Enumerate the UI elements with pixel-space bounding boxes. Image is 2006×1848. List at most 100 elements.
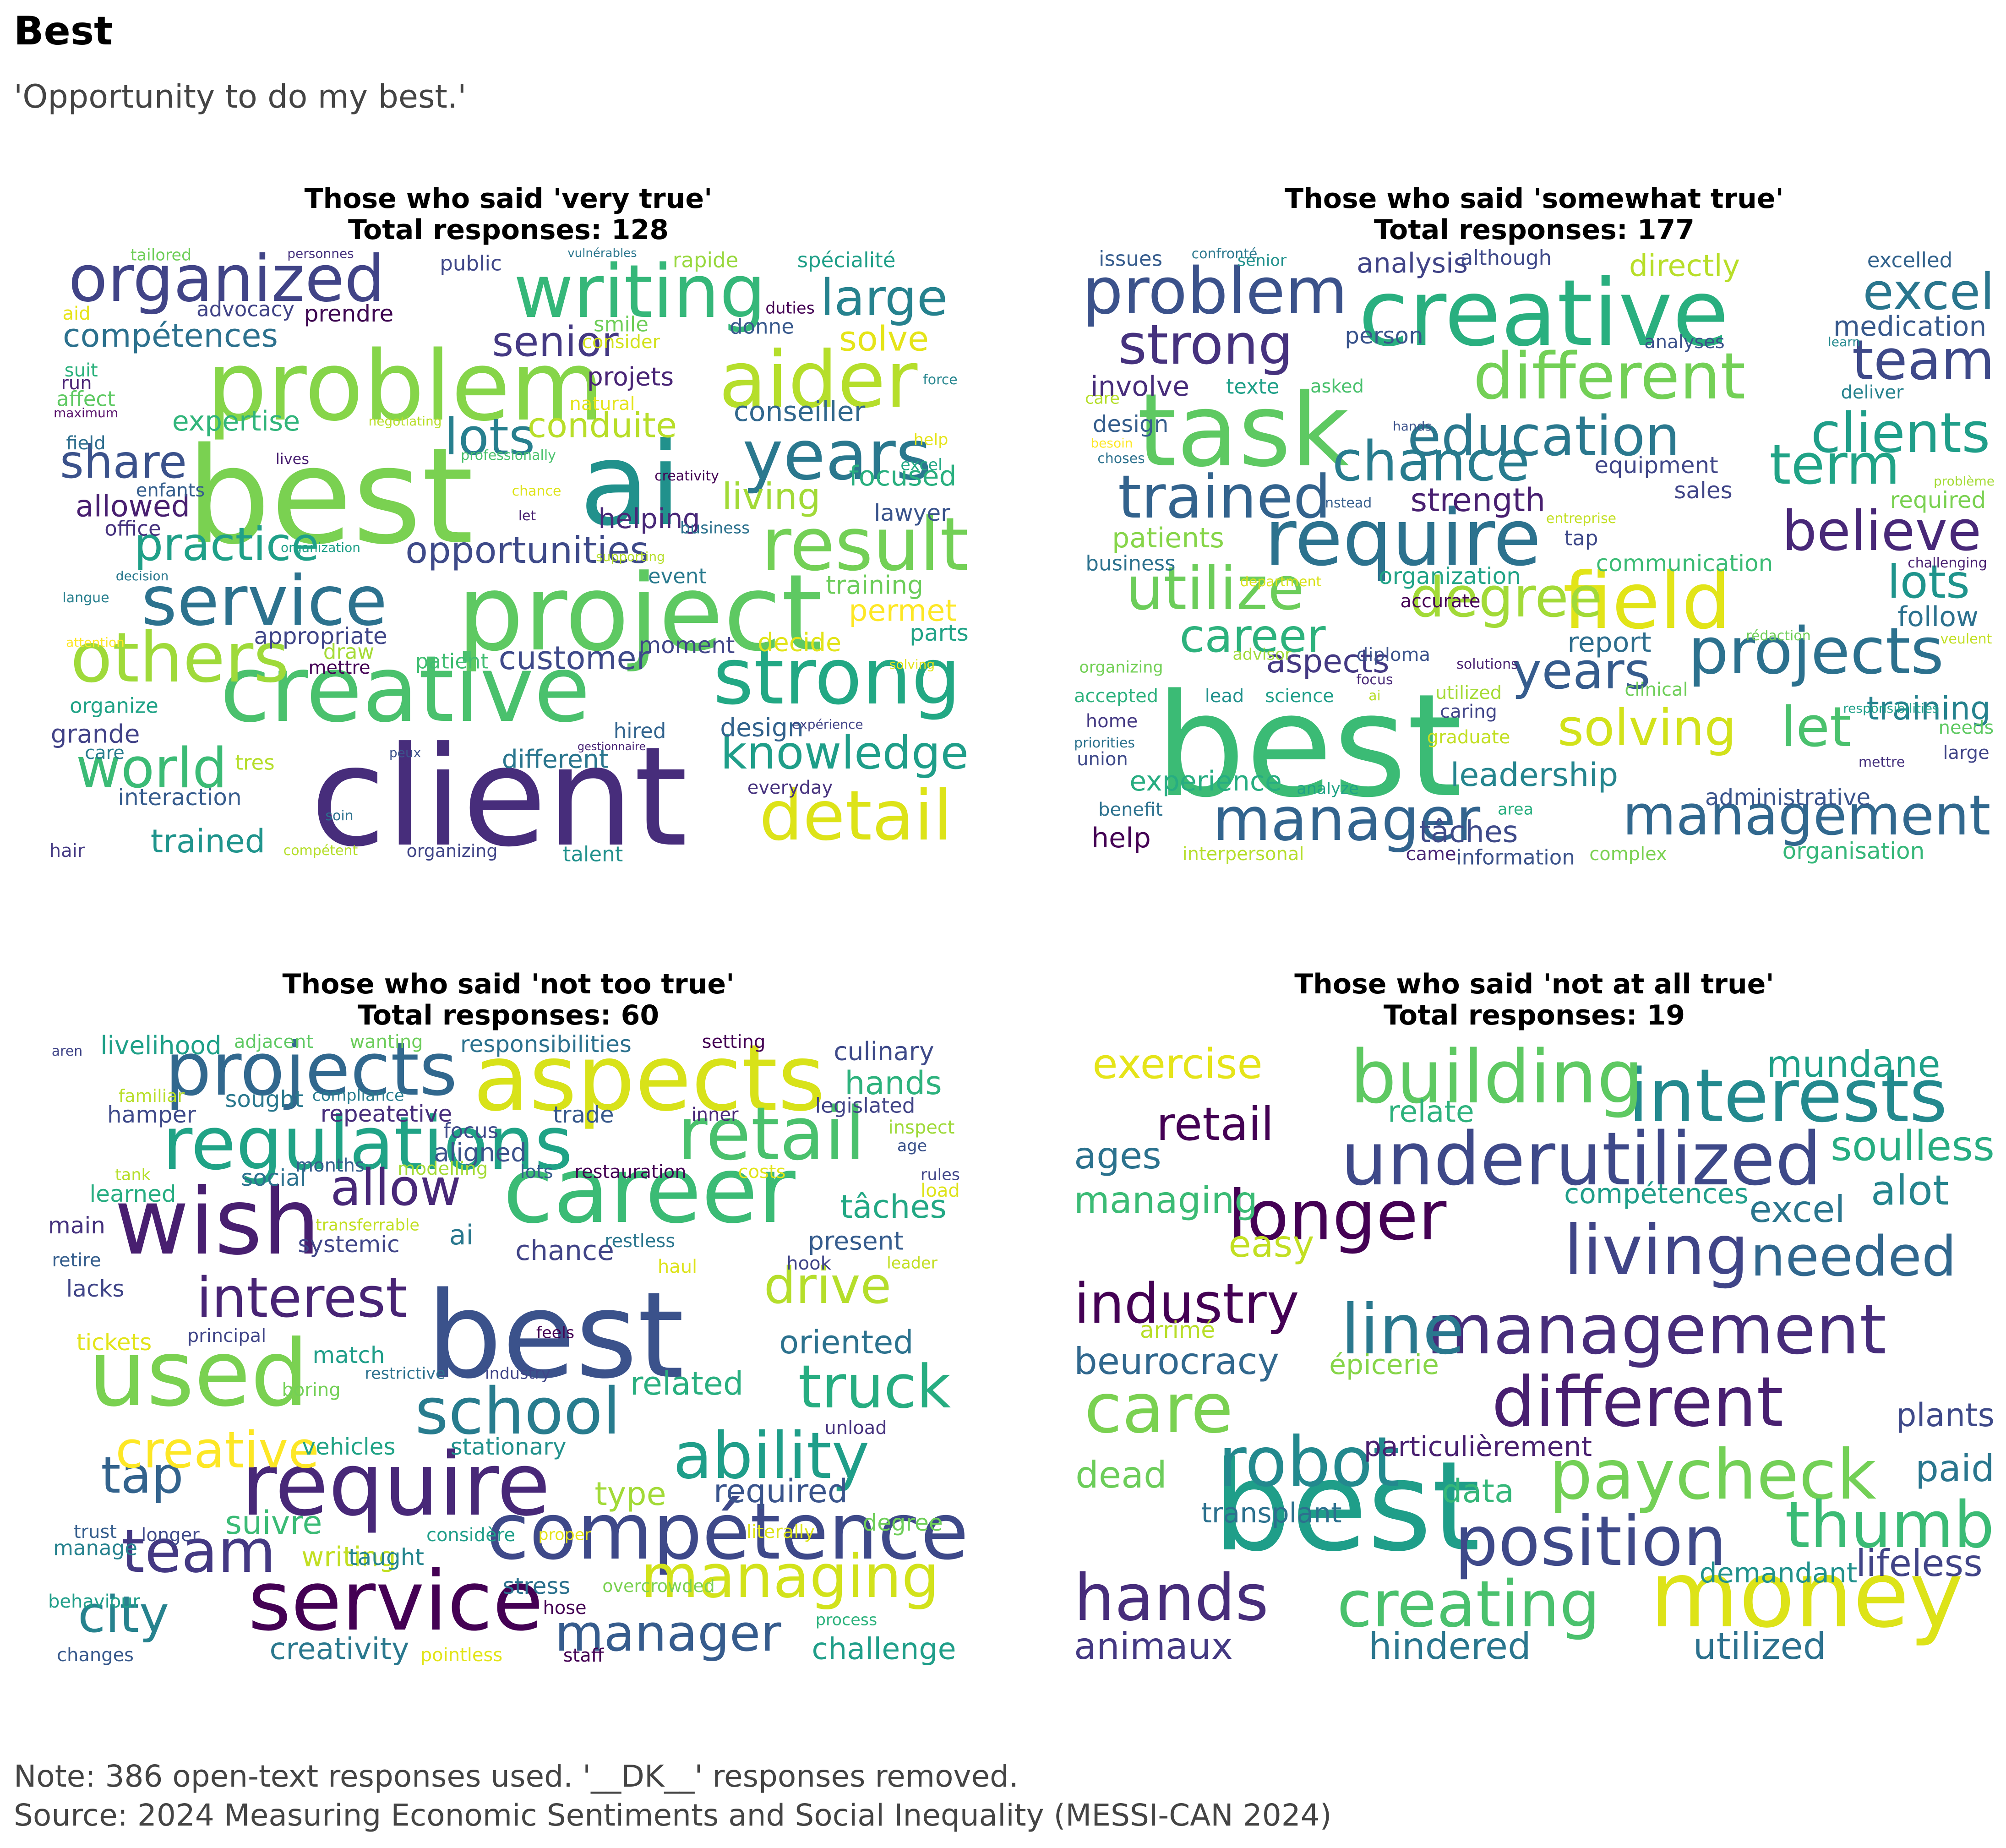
- word-cloud-word: used: [88, 1320, 309, 1428]
- word-cloud-word: team: [121, 1516, 276, 1586]
- word-cloud-word: projects: [1688, 614, 1944, 689]
- word-cloud-word: focus: [443, 1118, 499, 1143]
- word-cloud-word: utilize: [1126, 554, 1304, 624]
- word-cloud-word: projets: [587, 362, 674, 392]
- word-cloud-word: large: [1943, 742, 1990, 763]
- word-cloud-word: training: [825, 570, 924, 600]
- word-cloud-word: expertise: [172, 405, 300, 437]
- word-cloud-word: excel: [900, 456, 943, 474]
- word-cloud-word: systemic: [298, 1231, 400, 1258]
- word-cloud-word: familiar: [118, 1086, 185, 1106]
- word-cloud-word: team: [1852, 329, 1995, 393]
- word-cloud-word: lifeless: [1856, 1542, 1983, 1585]
- word-cloud-word: rapide: [672, 248, 739, 273]
- word-cloud-word: retire: [52, 1249, 101, 1271]
- word-cloud-word: setting: [702, 1031, 766, 1052]
- word-cloud-word: behaviour: [48, 1591, 140, 1612]
- word-cloud-word: prendre: [304, 300, 394, 327]
- word-cloud-word: practice: [134, 517, 320, 571]
- word-cloud-word: stress: [502, 1572, 571, 1599]
- word-cloud-word: conduite: [527, 405, 677, 446]
- word-cloud-word: culinary: [834, 1036, 934, 1066]
- word-cloud-word: vehicles: [302, 1433, 396, 1460]
- word-cloud-word: problème: [1933, 473, 1995, 489]
- word-cloud-word: besoin: [1090, 435, 1133, 451]
- word-cloud-word: principal: [187, 1325, 267, 1347]
- word-cloud-word: writing: [513, 248, 766, 334]
- word-cloud-word: parts: [910, 619, 969, 646]
- panel-very-true: Those who said 'very true' Total respons…: [39, 183, 978, 971]
- word-cloud-word: organisation: [1782, 837, 1925, 864]
- word-cloud-word: caring: [1440, 701, 1497, 723]
- word-cloud-word: rédaction: [1746, 627, 1811, 644]
- word-cloud-word: problem: [1082, 254, 1348, 329]
- word-cloud-word: suivre: [225, 1504, 322, 1542]
- word-cloud-word: inner: [691, 1104, 739, 1126]
- word-cloud-word: alot: [1870, 1167, 1949, 1215]
- word-cloud-word: months: [295, 1155, 365, 1176]
- word-cloud-word: match: [312, 1341, 385, 1368]
- word-cloud-word: tickets: [76, 1329, 152, 1356]
- page-title: Best: [14, 8, 113, 54]
- word-cloud-word: ai: [1368, 687, 1381, 704]
- word-cloud-word: wish: [114, 1169, 321, 1276]
- word-cloud-word: affect: [56, 387, 115, 411]
- word-cloud-word: business: [680, 519, 750, 538]
- word-cloud-word: science: [1265, 685, 1334, 707]
- word-cloud-word: analyses: [1644, 332, 1725, 353]
- word-cloud-word: leadership: [1450, 756, 1619, 794]
- word-cloud-word: relate: [1388, 1095, 1474, 1129]
- word-cloud-word: compétent: [283, 842, 358, 859]
- word-cloud-word: interests: [1628, 1053, 1948, 1139]
- word-cloud-word: unload: [824, 1417, 887, 1439]
- word-cloud-word: attention: [66, 634, 125, 650]
- word-cloud-word: administrative: [1705, 784, 1871, 811]
- word-cloud-word: permet: [849, 594, 957, 628]
- word-cloud-word: require: [241, 1434, 551, 1535]
- word-cloud-word: chance: [512, 483, 561, 499]
- word-cloud-word: public: [440, 251, 502, 275]
- word-cloud-word: customer: [498, 639, 650, 677]
- word-cloud-word: excelled: [1867, 248, 1953, 273]
- word-cloud-word: haul: [657, 1256, 698, 1277]
- word-cloud-word: consider: [582, 332, 660, 353]
- word-cloud-word: decision: [115, 568, 169, 583]
- word-cloud-word: force: [923, 371, 958, 388]
- word-cloud-word: regulations: [162, 1100, 573, 1186]
- footer-note: Note: 386 open-text responses used. '__D…: [14, 1759, 1019, 1794]
- word-cloud-word: organizing: [1079, 658, 1163, 677]
- word-cloud-word: analysis: [1357, 247, 1468, 279]
- word-cloud-word: management: [1622, 784, 1991, 848]
- word-cloud-word: appropriate: [254, 622, 387, 649]
- word-cloud-word: transferrable: [316, 1216, 420, 1235]
- word-cloud-word: different: [502, 744, 609, 774]
- panel-not-too-true: Those who said 'not too true' Total resp…: [39, 969, 978, 1756]
- word-cloud-word: strong: [713, 632, 961, 723]
- word-cloud-word: utilized: [1693, 1625, 1826, 1668]
- word-cloud-word: strong: [1118, 313, 1293, 377]
- word-cloud-word: process: [815, 1611, 878, 1630]
- word-cloud-word: managing: [1074, 1178, 1258, 1221]
- word-cloud-word: conseiller: [733, 395, 866, 428]
- word-cloud-word: changes: [56, 1645, 134, 1666]
- word-cloud-word: negotiating: [368, 413, 442, 429]
- word-cloud-word: costs: [738, 1161, 786, 1183]
- panel-not-at-all-true: Those who said 'not at all true' Total r…: [1065, 969, 2004, 1756]
- word-cloud-word: aligned: [434, 1138, 527, 1167]
- word-cloud-word: leader: [887, 1254, 938, 1273]
- word-cloud-word: best: [186, 420, 474, 574]
- word-cloud-word: boring: [282, 1379, 341, 1401]
- word-cloud-word: tap: [1564, 526, 1598, 551]
- word-cloud-word: present: [807, 1226, 904, 1256]
- panel-title: Those who said 'not at all true' Total r…: [1065, 969, 2004, 1031]
- word-cloud-word: vulnérables: [567, 246, 637, 260]
- word-cloud-word: living: [722, 475, 821, 518]
- word-cloud-word: sales: [1674, 477, 1733, 504]
- word-cloud-word: school: [415, 1374, 621, 1449]
- word-cloud-word: help: [913, 431, 948, 449]
- panel-title-line2: Total responses: 128: [348, 214, 669, 246]
- word-cloud-word: soulless: [1830, 1122, 1995, 1171]
- word-cloud-word: let: [518, 507, 536, 524]
- word-cloud-word: needs: [1938, 717, 1994, 738]
- word-cloud-word: hamper: [107, 1101, 196, 1128]
